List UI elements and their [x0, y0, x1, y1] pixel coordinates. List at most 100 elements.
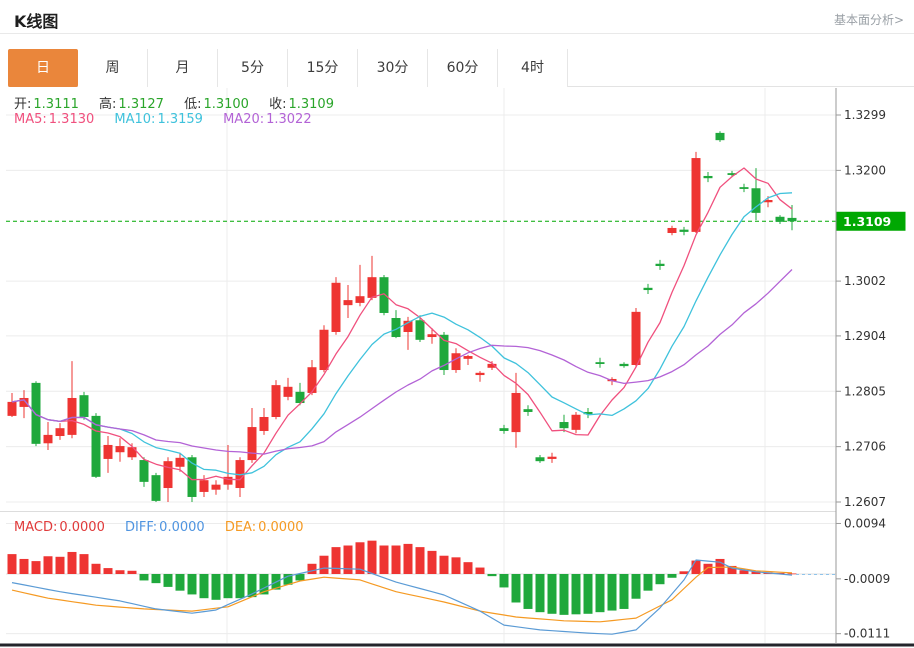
- candle-body: [115, 446, 125, 453]
- macd-bar: [619, 574, 629, 609]
- candle-body: [775, 216, 785, 222]
- ma-legend: MA5: 1.3130 MA10: 1.3159 MA20: 1.3022: [14, 112, 328, 127]
- candle-body: [163, 461, 173, 489]
- macd-bar: [679, 571, 689, 574]
- tab-30min[interactable]: 30分: [358, 49, 428, 87]
- candle-body: [223, 476, 233, 485]
- low-value: 1.3100: [203, 97, 249, 112]
- close-label: 收:: [269, 97, 287, 112]
- macd-bar: [223, 574, 233, 599]
- macd-bar: [667, 574, 677, 578]
- axis-label: 1.2607: [844, 495, 886, 509]
- macd-bar: [499, 574, 509, 588]
- candle-body: [463, 356, 473, 359]
- candle-body: [619, 363, 629, 367]
- macd-bar: [451, 557, 461, 574]
- macd-bar: [427, 550, 437, 574]
- macd-bar: [403, 543, 413, 574]
- macd-bar: [355, 542, 365, 574]
- macd-bar: [751, 571, 761, 574]
- candle-body: [391, 318, 401, 338]
- tab-60min[interactable]: 60分: [428, 49, 498, 87]
- diff-value: 0.0000: [159, 520, 205, 535]
- open-pair: 开: 1.3111: [14, 97, 79, 112]
- ma10-value: 1.3159: [157, 112, 203, 127]
- macd-bar: [163, 574, 173, 587]
- candle-body: [19, 397, 29, 407]
- candle-body: [31, 382, 41, 444]
- candle-body: [199, 480, 209, 492]
- macd-bar: [547, 574, 557, 614]
- macd-bar: [655, 574, 665, 585]
- macd-bar: [343, 545, 353, 574]
- macd-bar: [391, 545, 401, 574]
- candle-body: [7, 401, 17, 416]
- macd-bar: [331, 547, 341, 574]
- interval-tabbar: 日周月 5分 15分 30分 60分 4时: [8, 49, 914, 87]
- ohlc-legend: 开: 1.3111 高: 1.3127 低: 1.3100 收: 1.3109: [14, 93, 350, 112]
- axis-label: 1.3200: [844, 163, 886, 177]
- tab-week[interactable]: 周: [78, 49, 148, 87]
- candle-body: [355, 296, 365, 303]
- macd-bar: [151, 574, 161, 584]
- tab-day[interactable]: 日: [8, 49, 78, 87]
- ma10-label: MA10:: [114, 112, 156, 127]
- candle-body: [271, 385, 281, 417]
- candle-body: [595, 362, 605, 364]
- current-price-tag: [836, 211, 906, 231]
- candle-body: [703, 175, 713, 179]
- bottom-border-bar: [0, 643, 914, 647]
- low-label: 低:: [184, 97, 202, 112]
- axis-label: 0.0094: [844, 516, 886, 530]
- macd-bar: [307, 563, 317, 574]
- candle-body: [427, 334, 437, 338]
- fundamental-analysis-link[interactable]: 基本面分析>: [833, 13, 904, 27]
- macd-bar: [703, 563, 713, 574]
- candle-body: [187, 457, 197, 497]
- dea-label: DEA:: [224, 520, 257, 535]
- ma10-line: [11, 192, 793, 476]
- macd-bar: [379, 545, 389, 574]
- macd-bar: [691, 560, 701, 574]
- axis-label: 1.2805: [844, 384, 886, 398]
- candle-body: [655, 263, 665, 266]
- candle-body: [67, 397, 77, 435]
- tab-15min[interactable]: 15分: [288, 49, 358, 87]
- dea-pair: DEA: 0.0000: [225, 520, 304, 535]
- macd-bar: [787, 573, 797, 575]
- candle-body: [559, 422, 569, 429]
- macd-bar: [31, 561, 41, 574]
- candle-body: [643, 287, 653, 291]
- macd-bar: [571, 574, 581, 615]
- macd-bar: [211, 574, 221, 600]
- candle-body: [307, 367, 317, 393]
- tab-month[interactable]: 月: [148, 49, 218, 87]
- header-divider: [0, 33, 914, 34]
- macd-bar: [295, 574, 305, 581]
- candle-body: [343, 300, 353, 306]
- macd-bar: [559, 574, 569, 615]
- macd-legend: MACD: 0.0000 DIFF: 0.0000 DEA: 0.0000: [14, 520, 320, 535]
- page-title: K线图: [14, 12, 59, 31]
- candle-body: [139, 460, 149, 482]
- candle-body: [403, 320, 413, 332]
- macd-bar: [523, 574, 533, 609]
- high-label: 高:: [99, 97, 117, 112]
- macd-bar: [187, 574, 197, 595]
- open-value: 1.3111: [33, 97, 79, 112]
- diff-line: [11, 559, 793, 635]
- macd-bar: [91, 563, 101, 574]
- candle-body: [283, 386, 293, 397]
- tab-4hour[interactable]: 4时: [498, 49, 568, 87]
- macd-bar: [475, 567, 485, 574]
- candle-body: [79, 395, 89, 417]
- macd-bar: [43, 556, 53, 574]
- candle-body: [475, 372, 485, 376]
- macd-bar: [55, 556, 65, 574]
- macd-label: MACD:: [14, 520, 58, 535]
- candle-body: [715, 132, 725, 141]
- axis-label: -0.0009: [844, 572, 890, 586]
- tab-5min[interactable]: 5分: [218, 49, 288, 87]
- diff-label: DIFF:: [125, 520, 158, 535]
